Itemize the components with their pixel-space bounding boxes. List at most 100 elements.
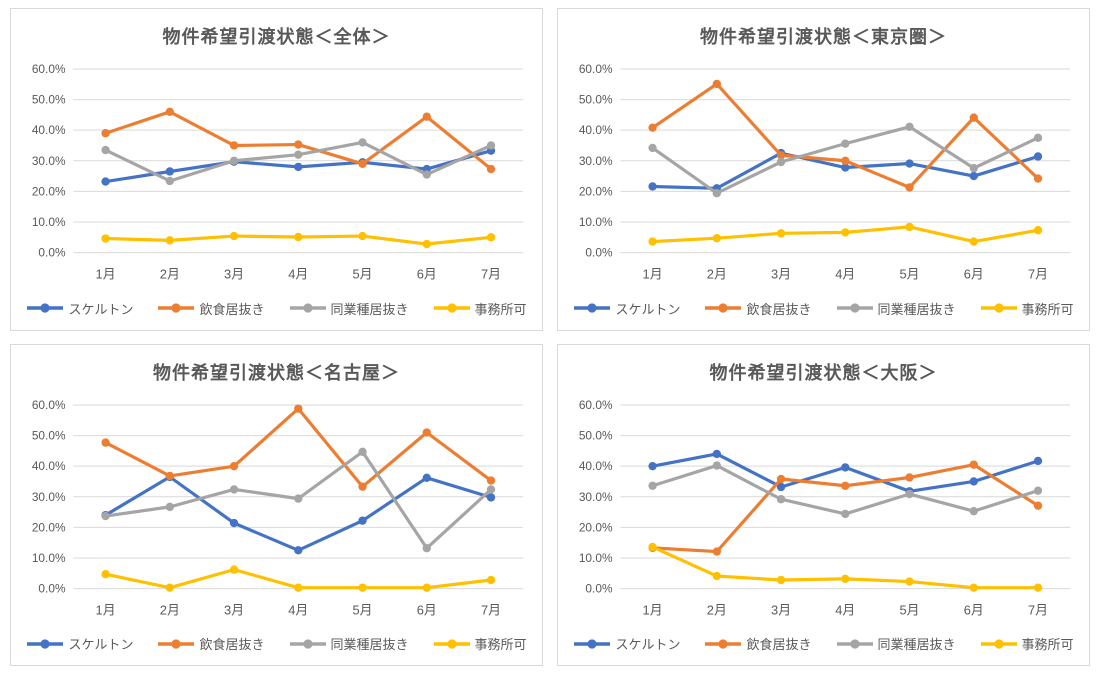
data-point-office-ok <box>776 575 786 584</box>
data-point-office-ok <box>101 569 110 578</box>
legend-item-skeleton: スケルトン <box>573 634 680 653</box>
x-axis-tick-label: 7月 <box>1028 266 1048 281</box>
series-line-skeleton <box>103 474 493 552</box>
y-axis-tick-label: 40.0% <box>32 123 66 137</box>
data-point-office-ok <box>486 575 496 584</box>
data-point-skeleton <box>1033 456 1043 465</box>
chart-title: 物件希望引渡状態＜東京圏＞ <box>700 27 947 47</box>
x-axis-tick-label: 5月 <box>353 266 373 281</box>
data-point-office-ok <box>229 231 239 241</box>
legend-dot <box>40 303 51 313</box>
data-point-restaurant-inuki <box>1033 174 1043 183</box>
legend-dot <box>849 638 860 649</box>
chart-title: 物件希望引渡状態＜名古屋＞ <box>153 362 400 383</box>
data-point-same-industry-inuki <box>294 150 303 159</box>
data-point-office-ok <box>841 574 850 583</box>
data-point-same-industry-inuki <box>776 157 786 167</box>
x-axis-tick-label: 4月 <box>288 602 308 617</box>
data-point-restaurant-inuki <box>776 151 786 160</box>
legend-item-restaurant-inuki: 飲食居抜き <box>157 634 265 653</box>
y-axis-tick-label: 20.0% <box>32 520 66 534</box>
chart-panel-osaka[interactable]: 物件希望引渡状態＜大阪＞ 0.0% 10.0% 20.0% 30.0% 40.0% 50.… <box>557 343 1090 666</box>
y-axis-tick-label: 10.0% <box>579 550 613 564</box>
chart-panel-overall[interactable]: 物件希望引渡状態＜全体＞ 0.0% 10.0% 20.0% 30.0% 40.0% 50.… <box>10 8 543 331</box>
x-axis-tick-label: 6月 <box>964 602 984 617</box>
legend-line-marker-icon <box>433 303 470 313</box>
legend-item-restaurant-inuki: 飲食居抜き <box>704 299 812 318</box>
data-point-office-ok <box>422 239 431 249</box>
data-point-office-ok <box>1033 582 1043 592</box>
y-axis-tick-label: 10.0% <box>32 215 66 229</box>
data-point-restaurant-inuki <box>969 113 978 122</box>
legend-line-marker-icon <box>27 638 64 649</box>
data-point-restaurant-inuki <box>229 141 239 150</box>
legend-label: 飲食居抜き <box>746 301 812 317</box>
data-point-skeleton <box>648 182 657 191</box>
legend-item-office-ok: 事務所可 <box>433 634 527 653</box>
legend-line-marker-icon <box>574 638 611 649</box>
x-axis-tick-label: 6月 <box>417 266 437 281</box>
data-point-skeleton <box>712 449 721 458</box>
y-axis-tick-label: 30.0% <box>579 154 613 168</box>
data-point-same-industry-inuki <box>486 484 496 494</box>
x-axis-tick-label: 4月 <box>835 602 855 617</box>
y-axis-tick-label: 60.0% <box>579 62 613 76</box>
data-point-office-ok <box>905 576 914 586</box>
data-point-skeleton <box>1033 152 1043 161</box>
data-point-office-ok <box>648 237 657 246</box>
data-point-restaurant-inuki <box>101 129 110 138</box>
legend-line-marker-icon <box>158 638 195 649</box>
legend-item-skeleton: スケルトン <box>26 634 133 653</box>
data-point-same-industry-inuki <box>712 189 721 198</box>
data-point-same-industry-inuki <box>648 143 657 153</box>
data-point-same-industry-inuki <box>648 481 657 490</box>
legend-item-same-industry-inuki: 同業種居抜き <box>836 634 956 653</box>
legend-dot <box>171 638 182 649</box>
legend-line-marker-icon <box>980 303 1017 313</box>
legend-label: 事務所可 <box>1021 301 1074 317</box>
legend-line-marker-icon <box>433 638 470 649</box>
legend-label: 飲食居抜き <box>199 637 265 652</box>
data-point-restaurant-inuki <box>101 437 110 447</box>
data-point-same-industry-inuki <box>905 122 914 131</box>
legend-label: 飲食居抜き <box>746 637 812 652</box>
legend-line-marker-icon <box>836 303 873 313</box>
legend-dot <box>587 303 598 313</box>
data-point-skeleton <box>165 167 174 176</box>
y-axis-tick-label: 40.0% <box>32 459 66 473</box>
chart-panel-nagoya[interactable]: 物件希望引渡状態＜名古屋＞ 0.0% 10.0% 20.0% 30.0% 40.0% 50… <box>10 343 543 666</box>
legend-label: スケルトン <box>615 301 681 317</box>
y-axis-tick-label: 20.0% <box>579 520 613 534</box>
legend-line-marker-icon <box>705 638 742 649</box>
data-point-same-industry-inuki <box>776 494 786 503</box>
data-point-skeleton <box>229 518 239 527</box>
data-point-same-industry-inuki <box>165 176 174 186</box>
data-point-office-ok <box>422 582 431 592</box>
legend-item-skeleton: スケルトン <box>573 299 680 318</box>
chart-title: 物件希望引渡状態＜大阪＞ <box>709 362 938 383</box>
x-axis-tick-label: 6月 <box>417 602 437 617</box>
data-point-office-ok <box>358 231 367 241</box>
legend-item-office-ok: 事務所可 <box>980 634 1074 653</box>
data-point-office-ok <box>294 232 303 242</box>
data-point-skeleton <box>841 462 850 472</box>
data-point-office-ok <box>712 234 721 243</box>
data-point-restaurant-inuki <box>969 459 978 469</box>
legend-dot <box>718 303 729 313</box>
legend-dot <box>718 638 729 649</box>
y-axis-tick-label: 40.0% <box>579 459 613 473</box>
data-point-restaurant-inuki <box>841 481 850 490</box>
legend-label: スケルトン <box>615 637 681 652</box>
x-axis-tick-label: 2月 <box>707 266 727 281</box>
data-point-same-industry-inuki <box>969 163 978 173</box>
legend-dot <box>171 303 182 313</box>
data-point-same-industry-inuki <box>712 460 721 470</box>
chart-panel-tokyo[interactable]: 物件希望引渡状態＜東京圏＞ 0.0% 10.0% 20.0% 30.0% 40.0% 50… <box>557 8 1090 331</box>
y-axis-tick-label: 50.0% <box>579 428 613 442</box>
y-axis-tick-label: 60.0% <box>579 397 613 411</box>
y-axis-tick-label: 50.0% <box>579 93 613 107</box>
data-point-same-industry-inuki <box>905 489 914 498</box>
y-axis-tick-label: 30.0% <box>579 489 613 503</box>
chart-legend: スケルトン 飲食居抜き 同業種居抜き 事務所可 <box>563 634 1084 661</box>
y-axis-tick-label: 60.0% <box>32 397 66 411</box>
